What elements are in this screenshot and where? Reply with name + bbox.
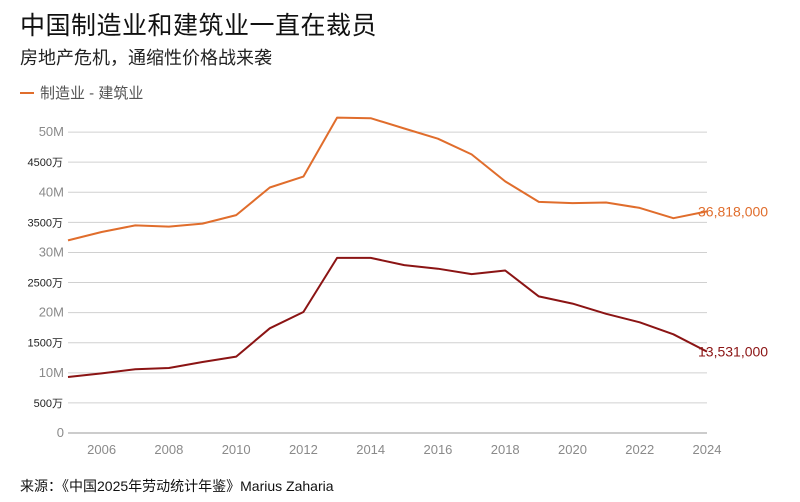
y-tick-label: 3500万 bbox=[28, 217, 63, 229]
x-tick-label: 2006 bbox=[87, 442, 116, 457]
x-tick-label: 2018 bbox=[491, 442, 520, 457]
y-tick-label: 0 bbox=[57, 425, 64, 440]
y-tick-label: 30M bbox=[39, 244, 64, 259]
legend: 制造业 - 建筑业 bbox=[20, 82, 143, 103]
x-tick-label: 2024 bbox=[693, 442, 722, 457]
chart-subtitle: 房地产危机，通缩性价格战来袭 bbox=[20, 48, 272, 68]
end-label-construction: 36,818,000 bbox=[698, 203, 768, 219]
y-tick-label: 10M bbox=[39, 365, 64, 380]
legend-swatch bbox=[20, 91, 34, 94]
end-label-manufacturing: 13,531,000 bbox=[698, 344, 768, 360]
series-line-manufacturing bbox=[67, 256, 708, 378]
y-tick-label: 2500万 bbox=[28, 278, 63, 290]
y-tick-label: 40M bbox=[39, 184, 64, 199]
x-tick-label: 2012 bbox=[289, 442, 318, 457]
chart-title: 中国制造业和建筑业一直在裁员 bbox=[20, 12, 378, 40]
y-tick-label: 4500万 bbox=[28, 157, 63, 169]
x-tick-label: 2014 bbox=[356, 442, 385, 457]
series-line-construction bbox=[67, 116, 708, 242]
x-tick-label: 2010 bbox=[222, 442, 251, 457]
y-tick-label: 50M bbox=[39, 124, 64, 139]
x-tick-label: 2016 bbox=[423, 442, 452, 457]
y-tick-label: 500万 bbox=[34, 398, 63, 410]
y-tick-label: 1500万 bbox=[28, 338, 63, 350]
x-tick-label: 2022 bbox=[625, 442, 654, 457]
source-note: 来源：《中国2025年劳动统计年鉴》Marius Zaharia bbox=[20, 478, 334, 494]
x-tick-label: 2020 bbox=[558, 442, 587, 457]
legend-label: 制造业 - 建筑业 bbox=[40, 85, 144, 102]
y-tick-label: 20M bbox=[39, 305, 64, 320]
x-tick-label: 2008 bbox=[154, 442, 183, 457]
